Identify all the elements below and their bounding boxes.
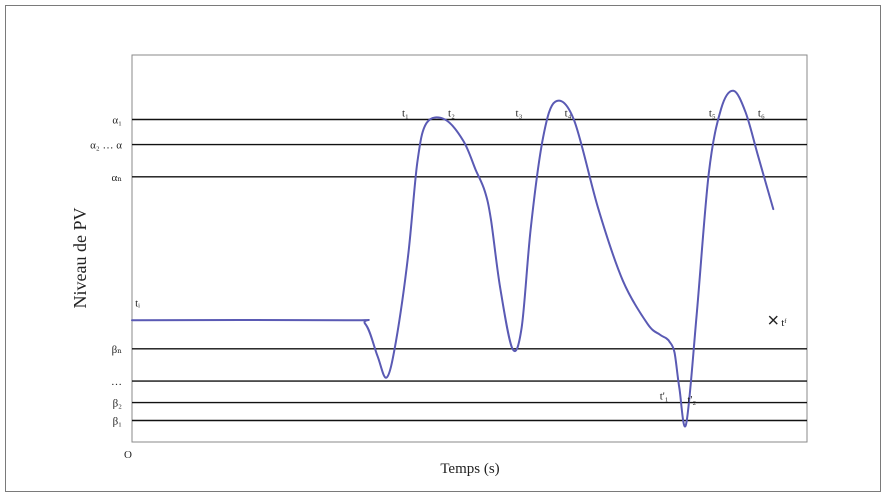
end-marker-stroke-1 [768, 315, 778, 325]
plot-area [131, 54, 808, 443]
annotation-3: t₃ [516, 108, 523, 120]
figure-frame [5, 5, 881, 492]
y-axis-label: Niveau de PV [70, 208, 90, 309]
threshold-label-1: α₂ … α [90, 140, 122, 152]
annotation-8: t'₂ [687, 394, 696, 406]
threshold-label-2: αₙ [111, 172, 122, 184]
threshold-label-0: α₁ [112, 115, 122, 127]
annotation-2: t₂ [448, 108, 455, 120]
annotation-4: t₄ [565, 108, 572, 120]
end-marker [768, 315, 778, 325]
origin-label: O [124, 449, 132, 461]
annotation-0: tᵢ [135, 297, 140, 309]
time-annotations: tᵢ t₁ t₂ t₃ t₄ t₅ t₆ t'₁ t'₂ tᶠ [135, 108, 787, 407]
threshold-label-3: βₙ [112, 344, 123, 356]
annotation-9: tᶠ [781, 317, 787, 329]
annotation-5: t₅ [709, 108, 716, 120]
threshold-lines: α₁ α₂ … α αₙ βₙ … β₂ β₁ [90, 115, 807, 428]
threshold-label-6: β₁ [113, 416, 123, 428]
threshold-label-5: β₂ [113, 398, 123, 410]
annotation-6: t₆ [758, 108, 765, 120]
series-line [131, 89, 775, 428]
annotation-1: t₁ [402, 108, 409, 120]
x-axis-label: Temps (s) [440, 461, 499, 477]
threshold-label-4: … [111, 376, 122, 388]
annotation-7: t'₁ [660, 391, 669, 403]
